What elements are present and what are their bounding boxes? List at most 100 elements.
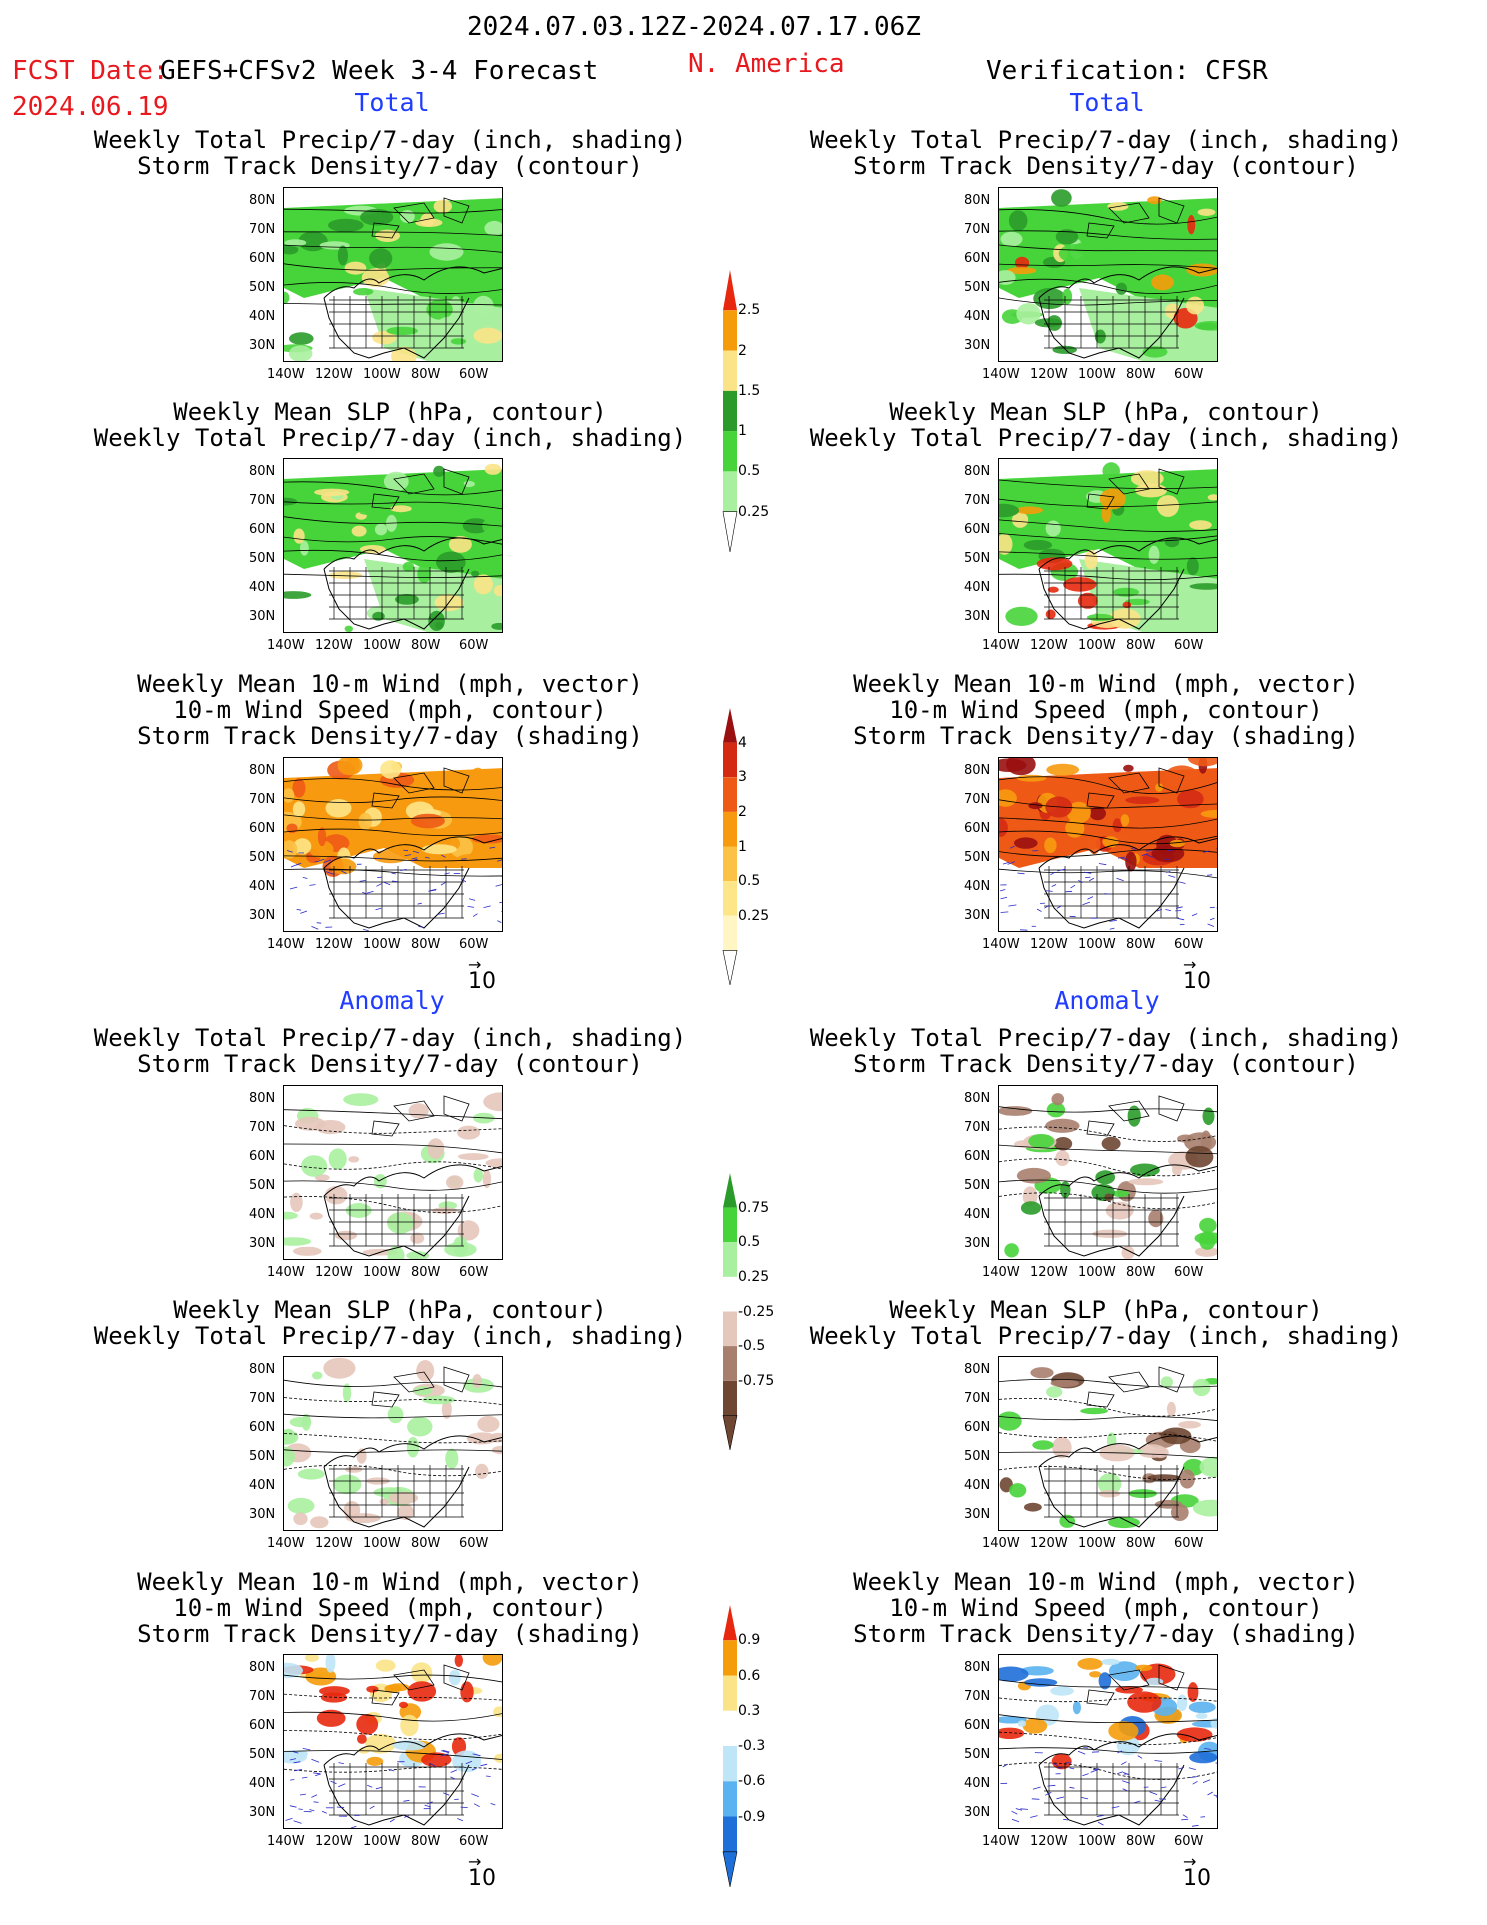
lat-tick-label: 60N (249, 821, 276, 836)
colorbar-segment (723, 1640, 737, 1676)
vector-reference-value: 10 (468, 1866, 496, 1891)
panel-title-line: Weekly Mean 10-m Wind (mph, vector) (853, 1568, 1359, 1596)
lon-tick-label: 140W (267, 937, 305, 952)
verification-label: Verification: CFSR (986, 56, 1268, 86)
lat-tick-label: 80N (249, 1660, 276, 1675)
colorbar-label: 2 (738, 342, 747, 359)
colorbar-label: -0.9 (738, 1808, 766, 1825)
lat-tick-label: 30N (249, 908, 276, 923)
colorbar-label: 0.3 (738, 1702, 761, 1719)
lat-tick-label: 60N (249, 251, 276, 266)
colorbar-label: 2.5 (738, 302, 761, 319)
panel-title-line: Weekly Mean SLP (hPa, contour) (889, 1296, 1323, 1324)
map-panel (283, 1654, 503, 1829)
lon-tick-label: 100W (363, 638, 401, 653)
lat-tick-label: 50N (964, 850, 991, 865)
lon-tick-label: 60W (459, 638, 489, 653)
colorbar-segment (723, 846, 737, 882)
lon-tick-label: 60W (1174, 1265, 1204, 1280)
lat-tick-label: 70N (964, 493, 991, 508)
map-panel (998, 1356, 1218, 1531)
lat-tick-label: 60N (964, 1718, 991, 1733)
colorbar-label: 2 (738, 803, 747, 820)
map-panel (283, 757, 503, 932)
vector-arrow-icon: → (1183, 955, 1197, 974)
lat-tick-label: 50N (964, 1449, 991, 1464)
lon-tick-label: 100W (363, 1265, 401, 1280)
forecast-period: 2024.07.03.12Z-2024.07.17.06Z (467, 12, 921, 42)
lat-tick-label: 70N (964, 1391, 991, 1406)
lat-tick-label: 30N (964, 908, 991, 923)
vector-reference: → 10 (1183, 955, 1211, 995)
fcst-date-label: FCST Date: (12, 56, 169, 86)
lon-tick-label: 120W (1030, 1265, 1068, 1280)
lon-tick-label: 100W (1078, 638, 1116, 653)
colorbar-label: 0.25 (738, 503, 770, 520)
lat-tick-label: 70N (249, 1120, 276, 1135)
lat-tick-label: 70N (249, 222, 276, 237)
colorbar-label: 1 (738, 423, 747, 440)
colorbar-bottom-triangle (722, 1851, 738, 1888)
lat-tick-label: 80N (964, 1091, 991, 1106)
map-panel (283, 1356, 503, 1531)
lat-tick-label: 70N (249, 1689, 276, 1704)
lat-tick-label: 60N (964, 251, 991, 266)
lon-tick-label: 80W (1126, 937, 1156, 952)
lat-tick-label: 30N (964, 1805, 991, 1820)
lat-tick-label: 40N (964, 580, 991, 595)
lon-tick-label: 120W (1030, 367, 1068, 382)
colorbar-label: 0.5 (738, 873, 761, 890)
map-panel (283, 187, 503, 362)
colorbar-bottom-triangle (722, 950, 738, 986)
map-panel (998, 757, 1218, 932)
lon-tick-label: 80W (411, 1536, 441, 1551)
lat-tick-label: 70N (249, 493, 276, 508)
lon-tick-label: 80W (1126, 1834, 1156, 1849)
model-name: GEFS+CFSv2 Week 3-4 Forecast (160, 56, 599, 86)
vector-reference-value: 10 (468, 969, 496, 994)
lat-tick-label: 40N (249, 1478, 276, 1493)
lon-tick-label: 140W (982, 638, 1020, 653)
panel-title-line: Storm Track Density/7-day (contour) (137, 1050, 643, 1078)
lat-tick-label: 80N (964, 464, 991, 479)
lon-tick-label: 140W (267, 1265, 305, 1280)
lat-tick-label: 50N (964, 280, 991, 295)
colorbar-label: -0.6 (738, 1773, 766, 1790)
lat-tick-label: 80N (964, 1362, 991, 1377)
colorbar-label: 1 (738, 838, 747, 855)
lat-tick-label: 80N (249, 193, 276, 208)
lat-tick-label: 60N (964, 1420, 991, 1435)
panel-title-line: Storm Track Density/7-day (contour) (137, 152, 643, 180)
colorbar-label: 0.5 (738, 463, 761, 480)
panel-title-line: Weekly Total Precip/7-day (inch, shading… (93, 126, 687, 154)
colorbar-segment (723, 310, 737, 351)
lon-tick-label: 80W (411, 367, 441, 382)
lat-tick-label: 50N (249, 551, 276, 566)
panel-title-line: 10-m Wind Speed (mph, contour) (889, 1594, 1323, 1622)
lat-tick-label: 80N (964, 1660, 991, 1675)
lon-tick-label: 120W (315, 367, 353, 382)
lon-tick-label: 80W (1126, 1536, 1156, 1551)
colorbar-segment (723, 431, 737, 472)
lon-tick-label: 80W (1126, 367, 1156, 382)
lon-tick-label: 120W (315, 1265, 353, 1280)
lon-tick-label: 60W (459, 367, 489, 382)
lon-tick-label: 120W (315, 1536, 353, 1551)
lat-tick-label: 30N (249, 1236, 276, 1251)
colorbar-top-triangle (723, 1605, 737, 1641)
lon-tick-label: 120W (315, 1834, 353, 1849)
lon-tick-label: 80W (411, 1265, 441, 1280)
lat-tick-label: 50N (964, 1747, 991, 1762)
colorbar-top-triangle (723, 270, 737, 311)
lat-tick-label: 70N (964, 1120, 991, 1135)
lon-tick-label: 100W (1078, 1834, 1116, 1849)
lon-tick-label: 100W (363, 1536, 401, 1551)
lon-tick-label: 140W (267, 638, 305, 653)
colorbar-segment (723, 777, 737, 812)
lat-tick-label: 50N (249, 850, 276, 865)
colorbar-bottom-triangle (722, 511, 738, 553)
lon-tick-label: 140W (267, 1536, 305, 1551)
lon-tick-label: 60W (1174, 1536, 1204, 1551)
lat-tick-label: 30N (249, 609, 276, 624)
colorbar (710, 270, 750, 558)
